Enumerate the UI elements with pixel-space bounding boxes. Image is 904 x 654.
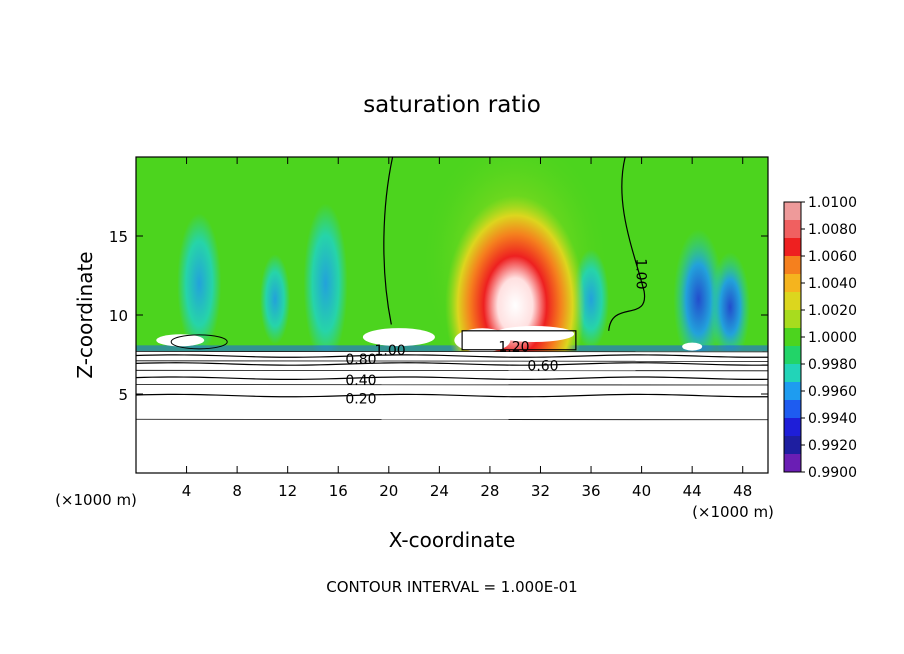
contour-interval-note: CONTOUR INTERVAL = 1.000E-01	[326, 578, 577, 596]
colorbar-swatch	[784, 382, 801, 401]
y-tick-label: 5	[118, 386, 128, 404]
contour-label: 0.80	[345, 352, 376, 368]
x-axis-label: X-coordinate	[389, 528, 516, 552]
x-tick-label: 24	[430, 482, 449, 500]
x-tick-label: 28	[480, 482, 499, 500]
x-tick-label: 16	[329, 482, 348, 500]
colorbar-label: 1.0060	[808, 249, 857, 265]
contour-line	[608, 157, 646, 331]
colorbar: 1.0100 1.0080 1.0060 1.0040 1.0020 1.0000 0.99…	[783, 195, 857, 481]
contour-label: 1.00	[633, 258, 649, 289]
colorbar-swatch	[784, 256, 801, 275]
contour-line	[170, 334, 228, 350]
colorbar-label: 1.0000	[808, 330, 857, 346]
y-axis-label: Z-coordinate	[73, 251, 97, 378]
cloud-patch	[156, 334, 205, 347]
contour-label: 1.00	[374, 343, 405, 359]
colorbar-label: 1.0080	[808, 222, 857, 238]
colorbar-label: 0.9940	[808, 411, 857, 427]
colorbar-swatch	[784, 238, 801, 257]
contour-label: 0.20	[345, 392, 376, 408]
x-tick-label: 8	[232, 482, 242, 500]
x-unit-label-left: (×1000 m)	[55, 491, 137, 509]
colorbar-swatch	[784, 346, 801, 365]
y-axis-ticks: 5 10 15	[109, 228, 768, 404]
contour-line	[136, 369, 768, 372]
contour-label: 0.60	[527, 359, 558, 375]
colorbar-label: 0.9960	[808, 384, 857, 400]
cloud-patch	[682, 342, 703, 351]
x-tick-label: 48	[733, 482, 752, 500]
saturation-field	[136, 157, 768, 473]
cloud-patch	[494, 325, 575, 342]
x-tick-label: 36	[581, 482, 600, 500]
contour-line	[136, 354, 768, 358]
x-tick-label: 32	[531, 482, 550, 500]
colorbar-label: 0.9900	[808, 465, 857, 481]
contour-line	[136, 360, 768, 362]
contour-line	[136, 362, 768, 366]
cloud-patch	[362, 328, 435, 347]
colorbar-swatch	[784, 220, 801, 239]
x-axis-ticks: 4 8 12 16 20 24 28 32 36 40 44 48	[182, 157, 752, 500]
field-streak	[260, 254, 291, 345]
colorbar-swatch	[784, 418, 801, 437]
contour-line	[136, 384, 768, 386]
colorbar-label: 0.9920	[808, 438, 857, 454]
contour-line	[136, 350, 768, 353]
y-tick-label: 15	[109, 228, 128, 246]
field-streak	[177, 213, 222, 354]
contour-lines: 0.801.00 1.200.600.400.201.00	[136, 157, 768, 421]
field-subsaturated	[136, 351, 768, 473]
colorbar-swatch	[784, 436, 801, 455]
colorbar-swatch	[784, 454, 801, 473]
x-tick-label: 12	[278, 482, 297, 500]
colorbar-label: 1.0100	[808, 195, 857, 211]
contour-line	[383, 157, 394, 325]
contour-label: 0.40	[345, 373, 376, 389]
contour-line	[136, 376, 768, 380]
colorbar-swatch	[784, 292, 801, 311]
colorbar-label: 1.0020	[808, 303, 857, 319]
chart-title: saturation ratio	[363, 92, 541, 118]
x-tick-label: 4	[182, 482, 192, 500]
contour-line	[136, 393, 768, 398]
colorbar-swatch	[784, 328, 801, 347]
x-tick-label: 40	[632, 482, 651, 500]
colorbar-label: 1.0040	[808, 276, 857, 292]
x-tick-label: 20	[379, 482, 398, 500]
colorbar-swatch	[784, 364, 801, 383]
contour-label: 1.20	[498, 340, 529, 356]
x-tick-label: 44	[683, 482, 702, 500]
field-streak	[673, 229, 724, 370]
y-tick-label: 10	[109, 307, 128, 325]
contour-line	[136, 418, 768, 421]
field-streak	[710, 252, 751, 363]
x-unit-label-right: (×1000 m)	[692, 503, 774, 521]
colorbar-swatch	[784, 274, 801, 293]
contour-line	[461, 330, 577, 351]
colorbar-label: 0.9980	[808, 357, 857, 373]
colorbar-swatch	[784, 400, 801, 419]
colorbar-swatch	[784, 202, 801, 221]
colorbar-swatch	[784, 310, 801, 329]
field-streak	[303, 203, 348, 364]
